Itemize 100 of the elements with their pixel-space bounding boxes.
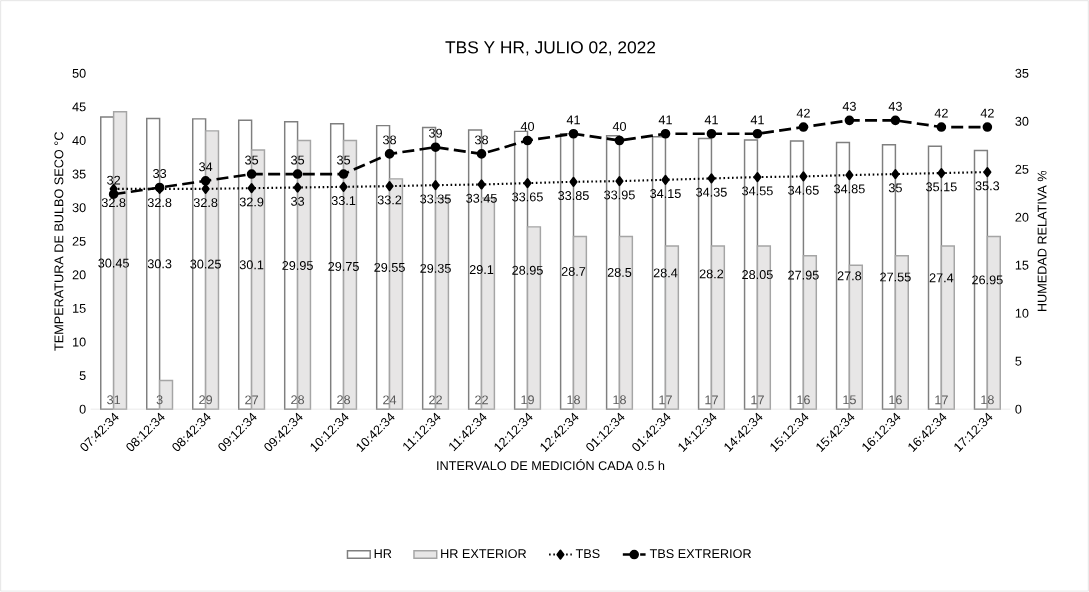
y-axis-title: TEMPERATURA DE BULBO SECO °C bbox=[54, 132, 64, 351]
data-label: 28.7 bbox=[561, 267, 586, 277]
data-label: 33.1 bbox=[331, 196, 356, 206]
data-label: 17 bbox=[705, 395, 718, 405]
data-label: 42 bbox=[796, 108, 810, 118]
point bbox=[890, 115, 901, 126]
legend-label: TBS EXTRERIOR bbox=[649, 549, 752, 559]
data-label: 42 bbox=[934, 108, 948, 118]
y-tick-label: 0 bbox=[79, 404, 86, 414]
bar bbox=[158, 379, 174, 411]
data-label: 40 bbox=[520, 122, 535, 132]
data-label: 32.8 bbox=[147, 198, 172, 208]
y-tick-label: 10 bbox=[73, 337, 86, 347]
point bbox=[799, 171, 808, 182]
data-label: 42 bbox=[980, 108, 994, 118]
data-label: 38 bbox=[474, 135, 489, 145]
data-label: 35 bbox=[337, 155, 351, 165]
point bbox=[568, 129, 579, 139]
data-label: 41 bbox=[704, 115, 718, 125]
chart-title: TBS Y HR, JULIO 02, 2022 bbox=[445, 41, 656, 56]
data-label: 43 bbox=[888, 101, 902, 111]
data-label: 41 bbox=[566, 115, 580, 125]
point bbox=[523, 178, 532, 189]
data-label: 18 bbox=[613, 395, 626, 405]
data-label: 32.8 bbox=[101, 198, 126, 208]
point bbox=[982, 122, 993, 132]
point bbox=[339, 181, 348, 192]
point bbox=[936, 122, 947, 132]
y-tick-label: 5 bbox=[79, 371, 86, 381]
y-tick-label: 30 bbox=[72, 203, 86, 213]
data-label: 15 bbox=[843, 395, 856, 405]
data-label: 16 bbox=[889, 395, 902, 405]
y2-tick-label: 25 bbox=[1015, 164, 1029, 174]
data-label: 27.95 bbox=[788, 270, 819, 280]
data-label: 40 bbox=[612, 122, 627, 132]
point bbox=[752, 129, 763, 139]
data-label: 28 bbox=[337, 395, 351, 405]
point bbox=[706, 129, 717, 139]
data-label: 43 bbox=[842, 101, 856, 111]
data-label: 30.1 bbox=[239, 260, 264, 270]
point bbox=[384, 149, 395, 159]
data-label: 35 bbox=[291, 155, 305, 165]
data-label: 34.85 bbox=[834, 184, 865, 194]
legend-label: HR EXTERIOR bbox=[441, 549, 527, 559]
legend-label: HR bbox=[374, 549, 392, 559]
data-label: 34.35 bbox=[696, 187, 727, 197]
y2-tick-label: 20 bbox=[1015, 212, 1029, 222]
point bbox=[707, 173, 716, 184]
point bbox=[431, 180, 440, 191]
point bbox=[293, 182, 302, 193]
data-label: 33.65 bbox=[512, 192, 543, 202]
data-label: 33.95 bbox=[604, 190, 635, 200]
point bbox=[937, 168, 946, 179]
data-label: 22 bbox=[475, 395, 488, 405]
data-label: 28.95 bbox=[512, 265, 543, 275]
point bbox=[614, 135, 625, 146]
data-label: 35.3 bbox=[975, 181, 1000, 191]
point bbox=[477, 179, 486, 190]
data-label: 28.05 bbox=[742, 270, 773, 280]
data-label: 27.4 bbox=[929, 273, 954, 283]
data-label: 28.5 bbox=[607, 268, 632, 278]
data-label: 32.8 bbox=[193, 198, 218, 208]
point bbox=[246, 169, 257, 179]
point bbox=[200, 176, 211, 186]
data-label: 27.55 bbox=[880, 272, 911, 282]
data-label: 22 bbox=[429, 395, 442, 405]
data-label: 29.75 bbox=[328, 262, 359, 272]
data-label: 32 bbox=[107, 175, 121, 185]
y-tick-label: 20 bbox=[72, 270, 86, 280]
data-label: 33 bbox=[291, 196, 305, 206]
data-label: 27 bbox=[245, 395, 259, 405]
data-label: 41 bbox=[658, 115, 672, 125]
data-label: 34.15 bbox=[650, 189, 681, 199]
point bbox=[753, 172, 762, 183]
data-label: 30.3 bbox=[147, 259, 172, 269]
data-label: 33.2 bbox=[377, 195, 402, 205]
data-label: 24 bbox=[383, 395, 397, 405]
point bbox=[615, 176, 624, 187]
data-label: 19 bbox=[521, 395, 534, 405]
data-label: 3 bbox=[156, 395, 163, 405]
point bbox=[522, 135, 533, 146]
data-label: 33.85 bbox=[558, 191, 589, 201]
data-label: 41 bbox=[750, 115, 764, 125]
data-label: 30.45 bbox=[98, 258, 129, 268]
x-axis-title: INTERVALO DE MEDICIÓN CADA 0.5 h bbox=[437, 459, 665, 471]
point bbox=[569, 176, 578, 187]
y-tick-label: 35 bbox=[72, 169, 86, 179]
data-label: 34.65 bbox=[788, 185, 819, 195]
data-label: 33.45 bbox=[466, 193, 497, 203]
point bbox=[430, 142, 441, 153]
data-label: 35 bbox=[888, 183, 902, 193]
point bbox=[338, 169, 349, 179]
data-label: 39 bbox=[428, 128, 442, 138]
data-label: 26.95 bbox=[972, 275, 1003, 285]
y2-tick-label: 5 bbox=[1015, 356, 1022, 366]
point bbox=[292, 169, 303, 179]
point bbox=[660, 129, 671, 139]
y2-tick-label: 10 bbox=[1015, 308, 1029, 318]
data-label: 29.35 bbox=[420, 263, 451, 273]
y-tick-label: 25 bbox=[72, 236, 86, 246]
